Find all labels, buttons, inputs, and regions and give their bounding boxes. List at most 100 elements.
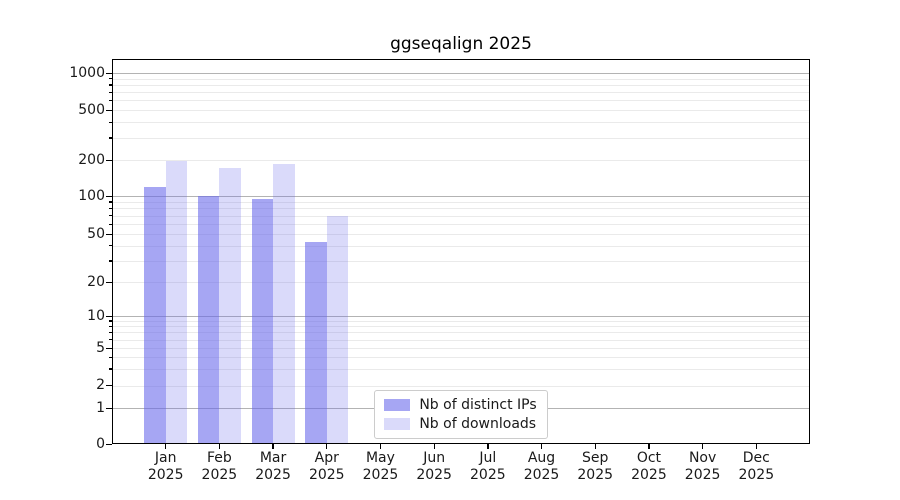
gridline-minor [112,260,810,262]
x-axis-tick [648,444,650,449]
x-axis-tick [487,444,489,449]
gridline-minor [112,78,810,80]
y-axis-tick-label: 1000 [69,64,105,81]
gridline-minor [112,137,810,139]
month-label-line: Apr [314,450,339,466]
y-axis-minor-tick [109,78,112,80]
gridline-minor [112,110,810,111]
x-axis-tick [594,444,596,449]
year-label-line: 2025 [470,466,506,483]
y-axis-minor-tick [109,260,112,262]
gridline-minor [112,348,810,349]
y-axis-tick [106,109,112,111]
gridline-minor [112,357,810,359]
month-label-line: Aug [527,450,556,466]
gridline-minor [112,332,810,334]
y-axis-tick [106,443,112,445]
gridline-minor [112,282,810,283]
y-axis-minor-tick [109,137,112,139]
month-label-line: Jan [154,450,177,466]
month-label-line: May [365,450,395,466]
gridline-minor [112,368,810,370]
x-axis-month-label: Oct 2025 [619,450,679,483]
gridline-minor [112,92,810,94]
month-label-line: Sep [582,450,609,466]
x-axis-month-label: Jan 2025 [136,450,196,483]
legend-item: Nb of distinct IPs [384,397,537,413]
month-label-line: Dec [742,450,770,466]
x-axis-tick [702,444,704,449]
y-axis-tick [106,195,112,197]
year-label-line: 2025 [523,466,560,483]
y-axis-tick-label: 1 [96,399,105,416]
gridline-minor [112,320,810,322]
x-axis-tick [326,444,328,449]
x-axis-month-label: Dec 2025 [726,450,786,483]
y-axis-tick [106,315,112,317]
legend-swatch [384,399,411,411]
month-label-line: Oct [636,450,662,466]
year-label-line: 2025 [362,466,399,483]
chart-title: ggseqalign 2025 [390,34,532,54]
y-axis-tick-label: 500 [78,101,105,118]
month-label-line: Jul [479,450,497,466]
y-axis-tick-label: 5 [96,339,105,356]
gridline-minor [112,234,810,235]
y-axis-minor-tick [109,215,112,217]
x-axis-tick [433,444,435,449]
year-label-line: 2025 [631,466,667,483]
bar-nb-of-distinct-ips-4 [305,241,327,443]
gridline-minor [112,245,810,247]
x-axis-month-label: Apr 2025 [297,450,357,483]
x-axis-month-label: Mar 2025 [243,450,303,483]
plot-area [112,59,810,444]
legend-swatch [384,418,411,430]
x-axis-tick [540,444,543,449]
x-axis-tick [218,444,221,449]
y-axis-minor-tick [109,320,112,322]
x-axis-tick [755,444,757,449]
y-axis-minor-tick [109,331,112,334]
x-axis-month-label: May 2025 [350,450,410,483]
y-axis-tick-label: 50 [87,225,105,242]
month-label-line: Feb [206,450,232,466]
y-axis-tick [106,159,112,161]
y-axis-tick [106,347,112,349]
legend: Nb of distinct IPs Nb of downloads [112,390,810,439]
x-axis-month-label: Jun 2025 [404,450,464,483]
legend-label: Nb of downloads [419,416,537,432]
gridline-minor [112,385,810,387]
month-label-line: Nov [688,450,717,466]
bar-nb-of-distinct-ips-2 [197,196,220,443]
x-axis-tick [165,444,167,449]
gridline-major [112,316,810,317]
month-label-line: Jun [423,450,446,466]
bar-nb-of-distinct-ips-3 [251,199,274,443]
y-axis-minor-tick [109,339,112,341]
y-axis-tick-label: 20 [87,273,105,290]
y-axis-minor-tick [109,325,112,328]
legend-box: Nb of distinct IPs Nb of downloads [374,390,548,439]
y-axis-minor-tick [109,121,112,123]
y-axis-minor-tick [109,356,112,358]
x-axis-month-label: Nov 2025 [673,450,733,483]
gridline-minor [112,326,810,328]
y-axis-tick-label: 200 [78,151,105,168]
year-label-line: 2025 [577,466,614,483]
y-axis-minor-tick [109,99,112,102]
bar-nb-of-downloads-1 [165,161,188,443]
gridline-minor [112,84,810,86]
gridline-minor [112,215,810,217]
year-label-line: 2025 [416,466,452,483]
legend-item: Nb of downloads [384,416,536,432]
y-axis-minor-tick [109,201,112,203]
y-axis-tick [106,407,112,409]
legend-label: Nb of distinct IPs [419,397,537,413]
y-axis-minor-tick [109,207,112,210]
gridline-minor [112,224,810,225]
y-axis-minor-tick [109,245,112,247]
y-axis-tick-label: 10 [87,307,105,324]
bar-nb-of-downloads-2 [219,168,241,443]
gridline-minor [112,208,810,210]
